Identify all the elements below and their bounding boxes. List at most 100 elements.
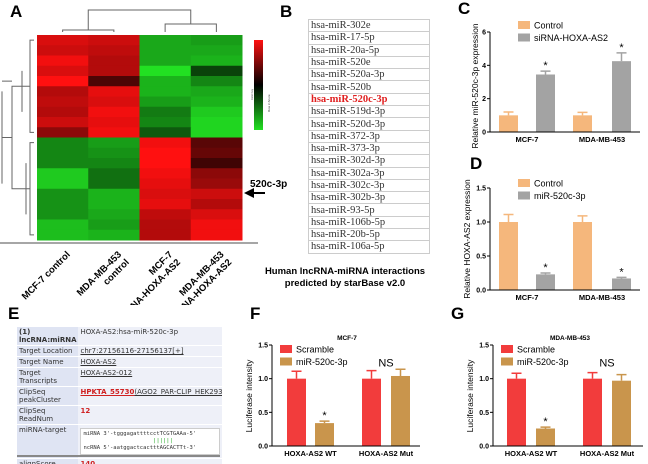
bar — [315, 423, 334, 446]
heatmap-cell — [190, 158, 243, 169]
target-transcripts-link[interactable]: HOXA-AS2-012 — [78, 367, 223, 387]
mirna-name: hsa-miR-520d-3p — [308, 117, 430, 131]
chart-title: MCF-7 — [337, 335, 357, 342]
error-bar — [540, 272, 551, 275]
target-name-link[interactable]: HOXA-AS2 — [78, 356, 223, 368]
ns-label: NS — [378, 358, 393, 370]
bar — [612, 61, 631, 132]
panel-label-d: D — [470, 154, 483, 173]
heatmap-cell — [88, 86, 140, 97]
significance-star: * — [543, 416, 548, 428]
heatmap-cell — [190, 147, 243, 159]
bar — [507, 378, 526, 446]
chart-g: 0.0 0.5 1.0 1.5 HOXA-AS2 WT HOXA-AS2 Mut Lucif… — [465, 335, 643, 458]
mirna-name: hsa-miR-373-3p — [308, 141, 430, 156]
heatmap-cell — [139, 35, 192, 46]
error-bar — [616, 373, 627, 381]
mirna-name: hsa-miR-20b-5p — [308, 228, 430, 242]
alignment-ncrna: ncRNA 5'-aatggactcactttAGCACTTt-3' — [83, 445, 197, 451]
mirna-row: hsa-miR-93-5p — [308, 203, 430, 217]
y-tick-label: 0.5 — [479, 410, 489, 417]
mirna-row: hsa-miR-520d-3p — [308, 117, 430, 131]
y-tick-label: 1.5 — [476, 186, 486, 193]
peak-cluster-link[interactable]: HPKTA_55730 — [80, 388, 135, 396]
heatmap-cell — [139, 76, 192, 87]
heatmap-cell — [88, 168, 140, 179]
heatmap-cell — [139, 137, 192, 149]
y-tick-label: 2 — [482, 96, 486, 103]
heatmap-cell — [37, 117, 89, 128]
error-bar — [319, 420, 330, 424]
y-axis-label: Luciferase intensity — [465, 359, 475, 433]
mirna-row: hsa-miR-302a-3p — [308, 166, 430, 180]
chart-title: MDA-MB-453 — [550, 335, 590, 342]
y-tick-label: 1.0 — [479, 376, 489, 383]
heatmap-cell — [37, 106, 89, 118]
bar — [536, 74, 555, 132]
heatmap-cell — [190, 35, 243, 46]
heatmap-cell — [37, 209, 89, 220]
color-key-title: Color Key — [251, 88, 254, 100]
x-tick-label: HOXA-AS2 Mut — [359, 449, 414, 458]
heatmap-cell — [37, 219, 89, 231]
mirna-row: hsa-miR-302b-3p — [308, 191, 430, 205]
heatmap-cell — [190, 219, 243, 231]
chart-c: 0 2 4 6 MCF-7 MDA-MB-453 Relative miR-520c-3p … — [470, 21, 640, 149]
heatmap-cell — [190, 229, 243, 241]
heatmap-cell — [88, 147, 140, 159]
heatmap-cell — [190, 188, 243, 200]
legend-label: siRNA-HOXA-AS2 — [534, 33, 608, 43]
row-key: Target Name — [17, 356, 79, 368]
heatmap-cell — [88, 76, 140, 87]
panel-label-g: G — [451, 304, 465, 323]
heatmap-cell — [139, 219, 192, 231]
panel-label-e: E — [8, 304, 20, 323]
x-tick-label: MDA-MB-453 — [579, 135, 625, 144]
mirna-row: hsa-miR-302d-3p — [308, 154, 430, 168]
x-tick-label: MCF-7 — [516, 293, 539, 302]
header-value: HOXA-AS2:hsa-miR-520c-3p — [78, 327, 223, 346]
heatmap-cell — [190, 86, 243, 97]
readnum-value: 12 — [78, 405, 223, 425]
y-tick-label: 6 — [482, 30, 486, 37]
y-tick-label: 1.5 — [258, 343, 268, 350]
mirna-row: hsa-miR-373-3p — [308, 141, 430, 156]
mirna-name: hsa-miR-302a-3p — [308, 166, 430, 180]
y-tick-label: 4 — [482, 63, 486, 70]
y-tick-label: 1.0 — [476, 220, 486, 227]
mirna-list-table: hsa-miR-302e hsa-miR-17-5p hsa-miR-20a-5p h… — [308, 18, 430, 254]
heatmap-cell — [190, 178, 243, 190]
heatmap-cell — [139, 65, 192, 77]
mirna-row: hsa-miR-106b-5p — [308, 215, 430, 230]
heatmap-cell — [37, 168, 89, 179]
error-bar — [616, 52, 627, 62]
row-key: miRNA-target — [17, 424, 79, 459]
heatmap-cell — [139, 96, 192, 108]
heatmap-cell — [139, 199, 192, 210]
panel-label-a: A — [10, 2, 23, 21]
heatmap-cell — [88, 55, 140, 67]
y-tick-label: 0.5 — [258, 410, 268, 417]
heatmap-cell — [190, 117, 243, 128]
heatmap-cell — [37, 55, 89, 67]
mirna-name: hsa-miR-106a-5p — [308, 240, 430, 254]
significance-star: * — [619, 42, 624, 54]
heatmap-cell — [139, 147, 192, 159]
legend-swatch — [280, 345, 292, 353]
mirna-name: hsa-miR-106b-5p — [308, 215, 430, 230]
legend-label: Control — [534, 21, 563, 31]
heatmap-cell — [88, 188, 140, 200]
significance-star: * — [543, 60, 548, 72]
bar — [287, 378, 306, 446]
heatmap-cell — [190, 45, 243, 56]
peak-cluster-source-link[interactable]: (AGO2_PAR-CLIP_HEK293) — [134, 388, 223, 396]
heatmap-cell — [88, 65, 140, 77]
ns-label: NS — [599, 358, 614, 370]
heatmap-cell — [139, 45, 192, 56]
target-location-link[interactable]: chr7:27156116-27156137[+] — [78, 345, 223, 357]
legend-swatch — [518, 179, 530, 187]
legend-swatch — [518, 21, 530, 29]
heatmap-cell — [139, 86, 192, 97]
bar — [499, 222, 518, 290]
